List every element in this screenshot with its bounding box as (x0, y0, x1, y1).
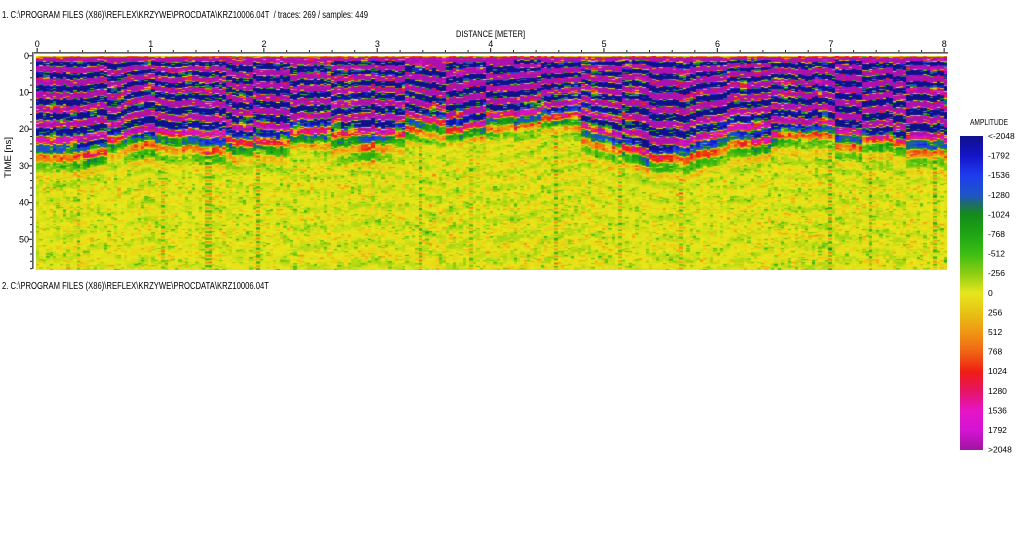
svg-text:0: 0 (35, 39, 40, 49)
svg-text:1024: 1024 (988, 366, 1007, 376)
svg-text:40: 40 (19, 198, 29, 208)
svg-text:1. C:\PROGRAM FILES (X86)\REFL: 1. C:\PROGRAM FILES (X86)\REFLEX\KRZYWE\… (2, 10, 368, 21)
svg-text:4: 4 (488, 39, 493, 49)
svg-text:0: 0 (988, 288, 993, 298)
svg-text:256: 256 (988, 307, 1002, 317)
svg-text:-512: -512 (988, 249, 1005, 259)
svg-text:>2048: >2048 (988, 445, 1012, 455)
svg-text:8: 8 (942, 39, 947, 49)
svg-text:-768: -768 (988, 229, 1005, 239)
svg-text:2. C:\PROGRAM FILES (X86)\REFL: 2. C:\PROGRAM FILES (X86)\REFLEX\KRZYWE\… (2, 281, 269, 292)
svg-text:2: 2 (261, 39, 266, 49)
svg-text:10: 10 (19, 88, 29, 98)
svg-text:0: 0 (24, 51, 29, 61)
svg-text:-1024: -1024 (988, 209, 1010, 219)
svg-text:-1792: -1792 (988, 151, 1010, 161)
svg-text:DISTANCE [METER]: DISTANCE [METER] (456, 29, 525, 39)
svg-text:1792: 1792 (988, 425, 1007, 435)
svg-text:6: 6 (715, 39, 720, 49)
svg-text:-1536: -1536 (988, 170, 1010, 180)
svg-text:20: 20 (19, 124, 29, 134)
svg-text:5: 5 (602, 39, 607, 49)
svg-text:1280: 1280 (988, 386, 1007, 396)
svg-text:30: 30 (19, 161, 29, 171)
svg-text:3: 3 (375, 39, 380, 49)
svg-text:<-2048: <-2048 (988, 131, 1015, 141)
svg-text:-256: -256 (988, 268, 1005, 278)
svg-text:512: 512 (988, 327, 1002, 337)
svg-text:7: 7 (828, 39, 833, 49)
svg-text:AMPLITUDE: AMPLITUDE (970, 117, 1008, 127)
svg-text:50: 50 (19, 234, 29, 244)
svg-text:768: 768 (988, 347, 1002, 357)
svg-text:TIME [ns]: TIME [ns] (3, 137, 13, 178)
svg-text:-1280: -1280 (988, 190, 1010, 200)
svg-text:1: 1 (148, 39, 153, 49)
svg-text:1536: 1536 (988, 405, 1007, 415)
